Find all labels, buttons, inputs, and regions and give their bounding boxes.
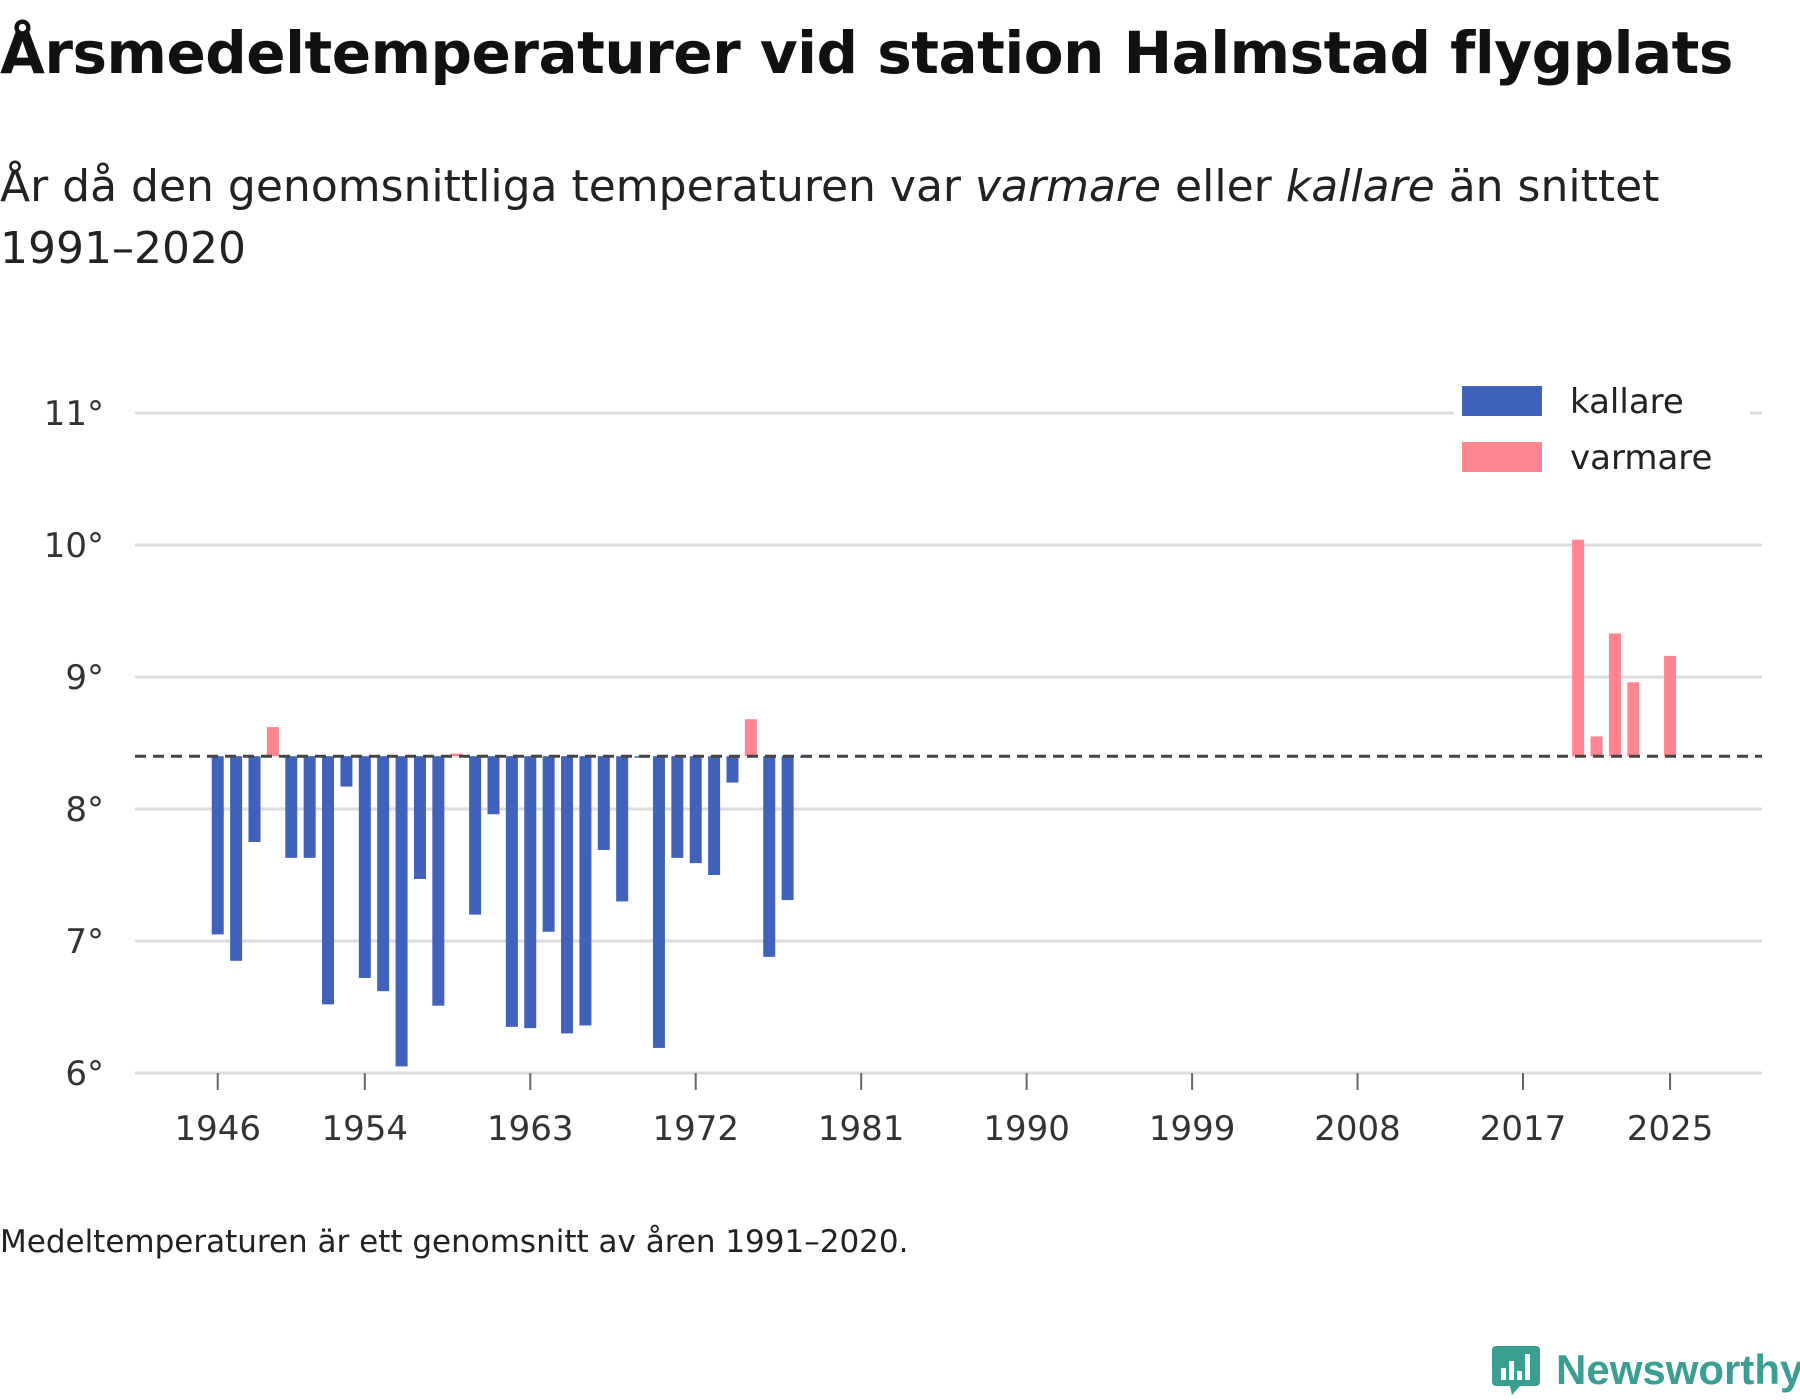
bar-1956	[395, 756, 408, 1067]
bar-2022	[1608, 633, 1621, 757]
bar-1957	[413, 756, 426, 879]
legend-swatch-cold	[1462, 386, 1542, 416]
bar-1947	[230, 756, 243, 961]
y-tick-label: 9°	[65, 658, 104, 698]
bar-1964	[542, 756, 555, 932]
bar-1970	[652, 756, 665, 1048]
subtitle-cold-word: kallare	[1285, 161, 1435, 212]
subtitle-text-3: än snittet 1991–2020	[0, 161, 1660, 274]
bar-1971	[671, 756, 684, 858]
bar-1952	[322, 756, 335, 1005]
bar-1975	[744, 719, 757, 757]
axis-labels: 6° 7° 8° 9° 10° 11° 1946 1954 1963 1972 1981 1990 19…	[44, 394, 1714, 1149]
x-tick-label: 1972	[652, 1109, 739, 1149]
bar-1962	[505, 756, 518, 1027]
y-tick-label: 11°	[44, 394, 104, 434]
chart-subtitle: År då den genomsnittliga temperaturen va…	[0, 156, 1700, 280]
bar-1959	[450, 753, 463, 757]
bar-1976	[763, 756, 776, 957]
legend: kallare varmare	[1454, 380, 1750, 490]
brand-logo: Newsworthy	[1490, 1340, 1800, 1400]
bar-1951	[303, 756, 316, 858]
bar-2023	[1627, 682, 1640, 757]
y-tick-label: 6°	[65, 1054, 104, 1094]
x-tick-label: 1946	[174, 1109, 261, 1149]
bar-1954	[358, 756, 371, 978]
brand-name: Newsworthy	[1556, 1346, 1800, 1393]
bar-1966	[579, 756, 592, 1026]
legend-swatch-warm	[1462, 442, 1542, 472]
x-tick-label: 1981	[818, 1109, 905, 1149]
x-tick-label: 2025	[1627, 1109, 1714, 1149]
bar-1977	[781, 756, 794, 901]
bar-2025	[1664, 655, 1677, 757]
temperature-bar-chart: 6° 7° 8° 9° 10° 11° 1946 1954 1963 1972 1981 1990 19…	[44, 380, 1762, 1149]
bar-1958	[432, 756, 445, 1006]
bar-1973	[708, 756, 721, 875]
bar-1946	[211, 756, 224, 935]
bars	[211, 539, 1677, 1067]
y-tick-label: 7°	[65, 922, 104, 962]
subtitle-text-2: eller	[1161, 161, 1286, 212]
bar-1960	[469, 756, 482, 915]
bar-1949	[266, 727, 279, 757]
subtitle-text-1: År då den genomsnittliga temperaturen va…	[0, 161, 975, 212]
bar-1963	[524, 756, 537, 1029]
bar-1967	[597, 756, 610, 850]
bar-1965	[561, 756, 574, 1034]
bar-1961	[487, 756, 500, 815]
chart-title: Årsmedeltemperaturer vid station Halmsta…	[0, 19, 1733, 87]
bar-1968	[616, 756, 629, 902]
legend-label-cold: kallare	[1570, 382, 1684, 422]
chart-bubble-icon	[1492, 1346, 1540, 1395]
x-tick-label: 2008	[1314, 1109, 1401, 1149]
y-tick-label: 10°	[44, 526, 104, 566]
bar-1950	[285, 756, 298, 858]
bar-1948	[248, 756, 261, 842]
bar-1955	[377, 756, 390, 992]
subtitle-warm-word: varmare	[974, 161, 1162, 212]
bar-1974	[726, 756, 739, 783]
x-tick-label: 1963	[487, 1109, 574, 1149]
bar-1953	[340, 756, 353, 787]
x-tick-label: 1990	[983, 1109, 1070, 1149]
x-tick-label: 1954	[322, 1109, 409, 1149]
x-tick-label: 1999	[1149, 1109, 1236, 1149]
bar-2021	[1590, 736, 1603, 757]
x-tick-label: 2017	[1480, 1109, 1567, 1149]
bar-1972	[689, 756, 702, 864]
footnote: Medeltemperaturen är ett genomsnitt av å…	[0, 1224, 909, 1260]
y-tick-label: 8°	[65, 790, 104, 830]
bar-2020	[1572, 539, 1585, 757]
legend-label-warm: varmare	[1570, 438, 1712, 478]
